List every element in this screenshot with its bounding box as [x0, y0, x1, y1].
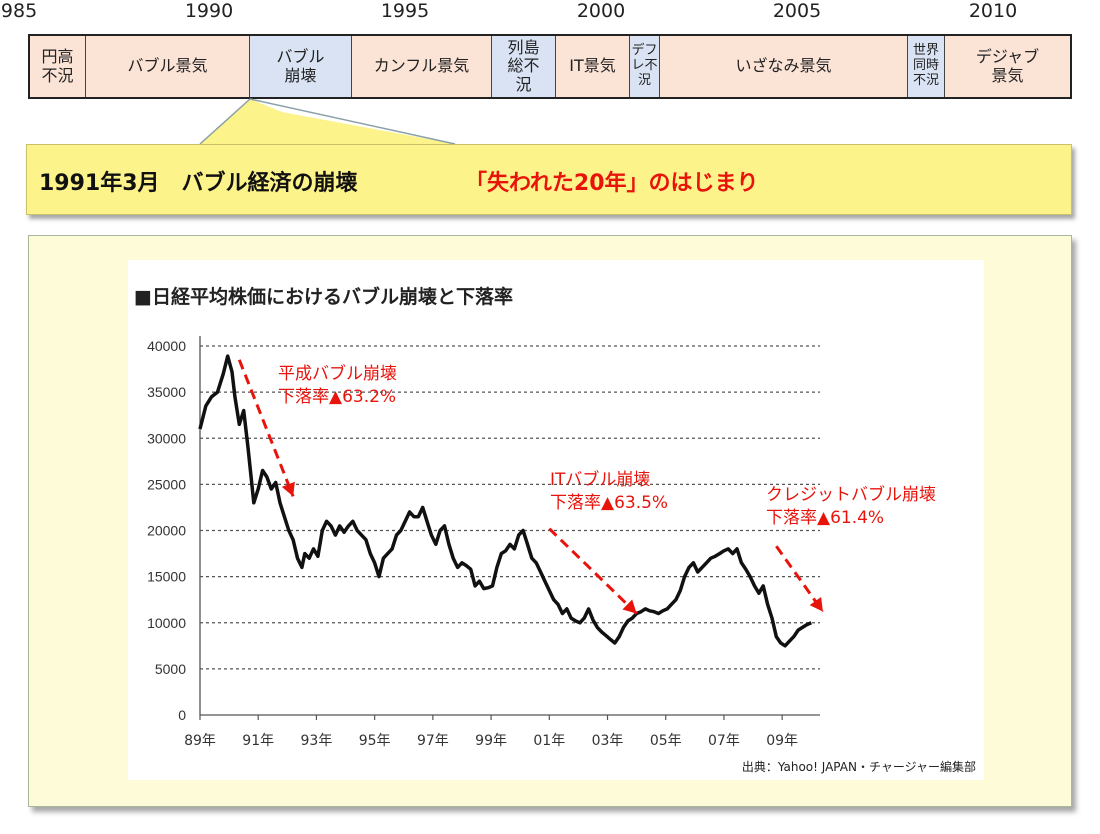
banner-date-text: 1991年3月 バブル経済の崩壊 [39, 171, 358, 196]
arrowhead-icon [809, 597, 823, 612]
economic-timeline: 円高 不況 バブル景気 バブル 崩壊 カンフル景気 列島 総不 況 IT景気 デフ レ不 況… [28, 34, 1072, 99]
timeline-segment: バブル 崩壊 [250, 36, 352, 97]
decline-arrow [548, 527, 638, 615]
y-tick-label: 30000 [147, 430, 186, 446]
x-tick-label: 03年 [592, 733, 624, 749]
timeline-segment: いざなみ景気 [660, 36, 908, 97]
timeline-segment: カンフル景気 [352, 36, 492, 97]
timeline-segment: 列島 総不 況 [492, 36, 556, 97]
x-tick-label: 89年 [184, 733, 216, 749]
x-tick-label: 95年 [359, 733, 391, 749]
timeline-segment: デジャブ 景気 [945, 36, 1070, 97]
year-label: 1985 [0, 0, 38, 22]
x-tick-label: 05年 [650, 733, 682, 749]
x-tick-label: 07年 [708, 733, 740, 749]
year-label: 2000 [576, 0, 626, 22]
annotation-rate: 下落率▲63.2% [278, 387, 396, 407]
annotation-title: ITバブル崩壊 [550, 469, 650, 490]
timeline-segment: 円高 不況 [30, 36, 86, 97]
annotation-title: クレジットバブル崩壊 [766, 484, 936, 505]
bubble-collapse-banner: 1991年3月 バブル経済の崩壊 「失われた20年」のはじまり [26, 144, 1072, 215]
y-tick-label: 10000 [147, 615, 186, 631]
callout-connector [199, 98, 456, 145]
x-tick-label: 01年 [533, 733, 565, 749]
year-label: 1995 [380, 0, 430, 22]
timeline-segment: デフ レ不 況 [630, 36, 660, 97]
x-tick-label: 97年 [417, 733, 449, 749]
x-tick-label: 93年 [301, 733, 333, 749]
nikkei-series-line [198, 354, 812, 648]
y-tick-label: 25000 [147, 476, 186, 492]
timeline-segment: 世界 同時 不況 [908, 36, 945, 97]
x-tick-label: 91年 [242, 733, 274, 749]
annotation-rate: 下落率▲61.4% [766, 508, 884, 528]
nikkei-chart: ■日経平均株価におけるバブル崩壊と下落率 出典：Yahoo! JAPAN・チャー… [134, 285, 976, 774]
timeline-segment: IT景気 [556, 36, 630, 97]
decline-arrow [775, 545, 825, 613]
y-tick-label: 5000 [155, 661, 186, 677]
chart-background [128, 260, 984, 780]
y-tick-label: 35000 [147, 384, 186, 400]
year-label: 2010 [968, 0, 1018, 22]
y-tick-label: 0 [178, 707, 186, 723]
y-tick-label: 40000 [147, 338, 186, 354]
year-label: 2005 [772, 0, 822, 22]
arrowhead-icon [281, 481, 295, 497]
x-tick-label: 99年 [475, 733, 507, 749]
annotation-rate: 下落率▲63.5% [550, 493, 668, 513]
y-tick-label: 20000 [147, 523, 186, 539]
decline-arrow [237, 359, 295, 497]
annotation-title: 平成バブル崩壊 [278, 363, 397, 384]
chart-title: ■日経平均株価におけるバブル崩壊と下落率 [134, 285, 513, 308]
y-tick-label: 15000 [147, 569, 186, 585]
year-label: 1990 [184, 0, 234, 22]
arrowhead-icon [622, 599, 637, 614]
timeline-segment: バブル景気 [86, 36, 250, 97]
x-tick-label: 09年 [766, 733, 798, 749]
chart-source: 出典：Yahoo! JAPAN・チャージャー編集部 [742, 759, 976, 774]
banner-lost-decades-text: 「失われた20年」のはじまり [465, 171, 759, 196]
